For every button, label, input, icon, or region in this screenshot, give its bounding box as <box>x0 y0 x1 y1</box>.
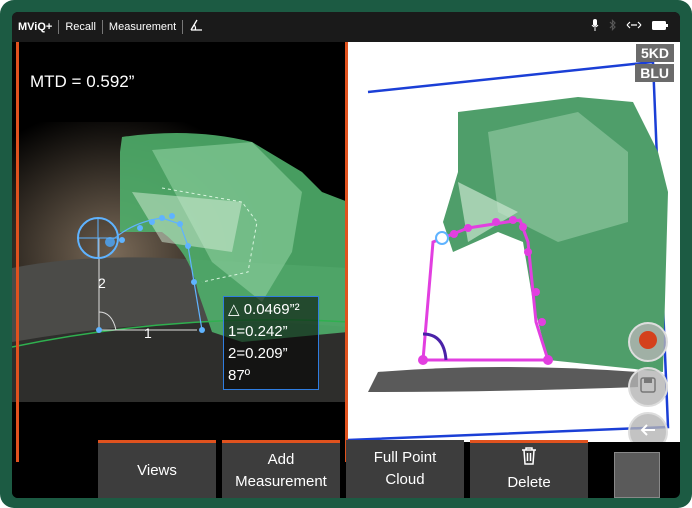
bluetooth-icon <box>609 19 616 34</box>
full-point-cloud-label-line2: Cloud <box>385 471 425 488</box>
full-point-cloud-label-line1: Full Point <box>373 449 437 466</box>
record-button[interactable] <box>628 322 668 362</box>
thumbnail-slot[interactable] <box>614 452 660 498</box>
back-button[interactable] <box>628 412 668 442</box>
add-measurement-label-line1: Add <box>267 450 295 468</box>
line2-value: 2=0.209” <box>228 345 288 362</box>
app-title: MViQ+ <box>12 20 60 34</box>
link-icon <box>626 20 642 33</box>
line1-value: 1=0.242” <box>228 323 288 340</box>
record-icon <box>638 330 658 355</box>
point-cloud-view[interactable]: 5KD BLU <box>348 42 680 442</box>
point-cloud-render <box>348 60 670 442</box>
views-label: Views <box>137 461 177 479</box>
top-bar: MViQ+ Recall Measurement <box>12 12 680 42</box>
trash-icon <box>521 447 537 472</box>
add-measurement-label-line2: Measurement <box>235 472 327 490</box>
battery-icon <box>652 20 668 33</box>
line-label-2: 2 <box>98 275 106 291</box>
save-icon <box>640 376 656 398</box>
probe-label-5kd: 5KD <box>635 44 674 62</box>
delete-label: Delete <box>507 474 551 491</box>
left-view-border-right <box>345 42 348 462</box>
area-value: △ 0.0469”² <box>228 301 300 318</box>
probe-label-blu: BLU <box>635 64 674 82</box>
full-point-cloud-button[interactable]: Full Point Cloud <box>346 440 464 498</box>
back-icon <box>640 423 656 441</box>
delete-button[interactable]: Delete <box>470 440 588 498</box>
breadcrumb-measurement[interactable]: Measurement <box>103 20 184 34</box>
save-button[interactable] <box>628 367 668 407</box>
add-measurement-button[interactable]: Add Measurement <box>222 440 340 498</box>
measurement-result-box[interactable]: △ 0.0469”² 1=0.242” 2=0.209” 87º <box>223 296 319 390</box>
inspection-image-view[interactable]: 2 1 MTD = 0.592” △ 0.0469”² 1=0.242” 2=0… <box>12 42 348 498</box>
line-label-1: 1 <box>144 325 152 341</box>
views-button[interactable]: Views <box>98 440 216 498</box>
breadcrumb-recall[interactable]: Recall <box>59 20 103 34</box>
status-icons <box>591 19 668 34</box>
mtd-readout: MTD = 0.592” <box>30 72 135 91</box>
measure-angle-icon <box>183 19 209 35</box>
microphone-icon <box>591 19 599 34</box>
left-view-border <box>16 42 19 462</box>
screen: MViQ+ Recall Measurement <box>12 12 680 498</box>
angle-value: 87º <box>228 367 251 384</box>
